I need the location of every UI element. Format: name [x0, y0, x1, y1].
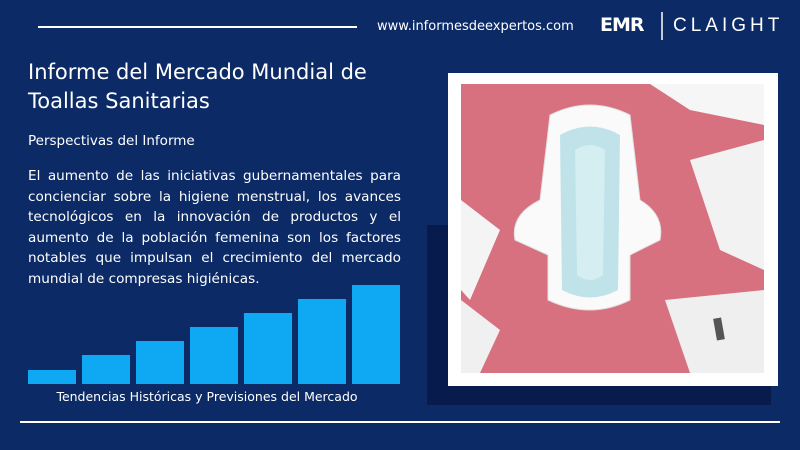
photo [461, 84, 764, 373]
claight-logo: CLAIGHT [673, 15, 784, 36]
title: Informe del Mercado Mundial de Toallas S… [28, 60, 367, 113]
trend-bars [28, 285, 400, 384]
emr-logo: EMR [600, 14, 645, 36]
chart-caption: Tendencias Históricas y Previsiones del … [56, 389, 358, 404]
website-url[interactable]: www.informesdeexpertos.com [377, 19, 574, 34]
description: El aumento de las iniciativas gubernamen… [28, 168, 401, 287]
subtitle: Perspectivas del Informe [28, 133, 195, 149]
